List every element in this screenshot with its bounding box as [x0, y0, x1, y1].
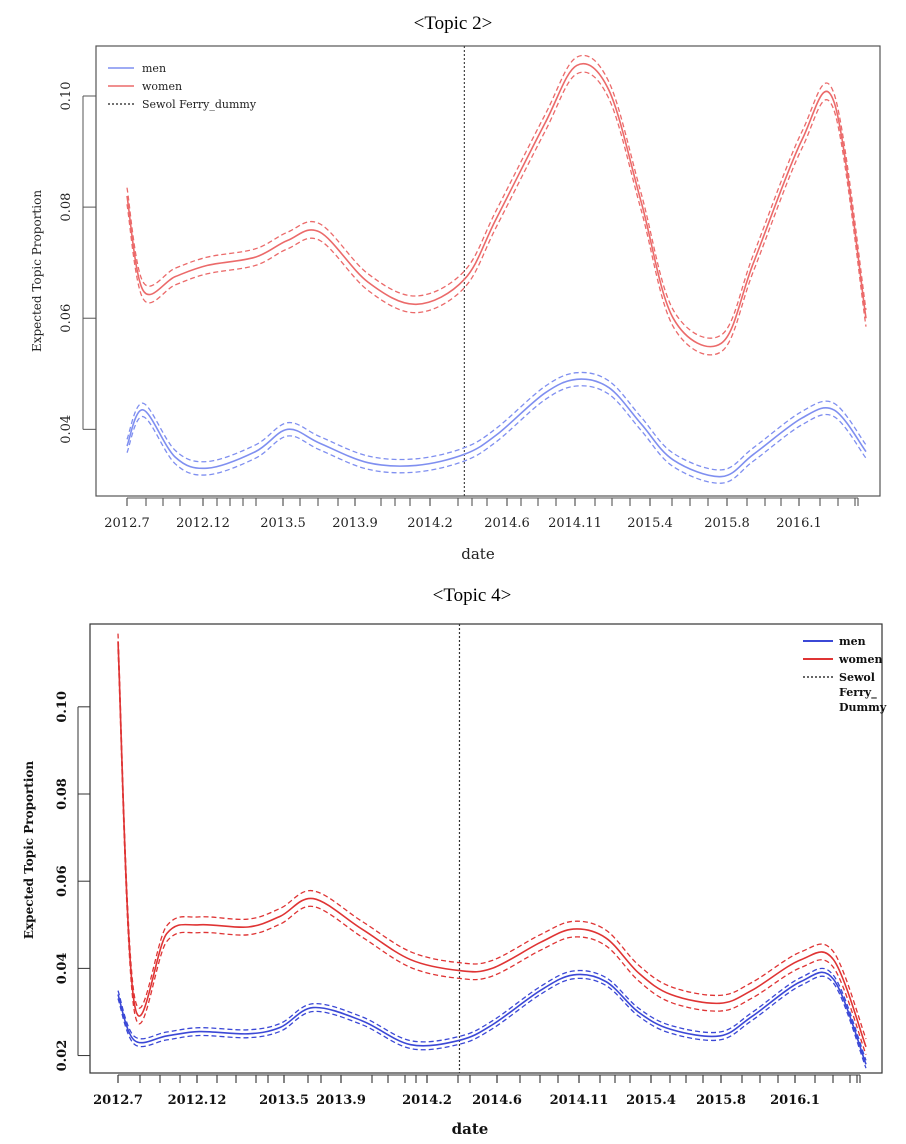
topic2-legend: men women Sewol Ferry_dummy — [108, 62, 257, 111]
topic2-legend-women-label: women — [142, 80, 182, 93]
topic4-y-tick-label: 0.02 — [55, 1040, 70, 1072]
topic2-y-tick-label: 0.06 — [59, 304, 74, 333]
topic4-x-tick-label: 2014.2 — [402, 1093, 452, 1108]
topic2-series-group — [126, 46, 867, 496]
topic4-x-axis-label: date — [452, 1120, 489, 1138]
topic2-x-tick-label: 2012.7 — [104, 516, 150, 531]
topic4-men-line — [117, 971, 867, 1065]
topic2-men-ci-lower — [126, 385, 867, 484]
topic2-y-axis: 0.04 0.06 0.08 0.10 — [59, 82, 96, 444]
topic2-men-line — [126, 378, 867, 478]
topic2-women-ci-upper — [126, 54, 867, 339]
topic2-x-axis-label: date — [461, 545, 495, 563]
topic4-x-tick-label: 2013.9 — [316, 1093, 366, 1108]
topic2-x-tick-label: 2014.11 — [548, 516, 602, 531]
topic4-men-ci-upper — [117, 967, 867, 1061]
topic2-y-tick-label: 0.08 — [59, 193, 74, 222]
topic2-y-tick-label: 0.10 — [59, 82, 74, 111]
topic4-x-axis: 2012.7 2012.12 2013.5 2013.9 2014.2 2014.6 201… — [93, 1074, 861, 1108]
topic4-title: <Topic 4> — [433, 585, 512, 606]
topic4-x-tick-label: 2015.4 — [626, 1093, 676, 1108]
topic4-legend-dummy-label: Sewol Ferry_ Dummy — [839, 671, 887, 714]
topic4-y-tick-label: 0.08 — [55, 778, 70, 810]
topic2-x-tick-label: 2015.4 — [627, 516, 673, 531]
topic4-women-line — [117, 641, 867, 1048]
topic4-legend-women-label: women — [838, 653, 882, 666]
topic2-x-axis: 2012.7 2012.12 2013.5 2013.9 2014.2 2014.6 201… — [104, 497, 859, 531]
topic4-legend-dummy-label-line: Dummy — [839, 701, 887, 714]
topic4-panel: <Topic 4> 0.020.040.060.080.10 2012.7 201… — [22, 585, 887, 1138]
topic4-y-tick-label: 0.10 — [55, 691, 70, 723]
topic4-x-tick-label: 2016.1 — [770, 1093, 820, 1108]
topic2-women-line — [126, 63, 867, 348]
topic4-y-tick-label: 0.06 — [55, 865, 70, 897]
topic4-x-tick-label: 2013.5 — [259, 1093, 309, 1108]
topic4-y-tick-label: 0.04 — [55, 953, 70, 985]
topic2-title: <Topic 2> — [414, 13, 493, 34]
topic2-x-tick-label: 2012.12 — [176, 516, 230, 531]
topic4-series-group — [117, 624, 867, 1073]
topic2-women-ci-lower — [126, 71, 867, 356]
topic4-plot-frame — [89, 623, 883, 1074]
topic2-plot-frame — [95, 45, 881, 497]
topic2-x-tick-label: 2015.8 — [704, 516, 750, 531]
topic2-x-tick-label: 2013.5 — [260, 516, 306, 531]
topic4-women-ci-upper — [117, 633, 867, 1040]
topic2-y-tick-label: 0.04 — [59, 415, 74, 444]
topic2-men-ci-upper — [126, 371, 867, 471]
topic4-y-axis-label: Expected Topic Proportion — [22, 761, 36, 940]
topic2-legend-men-label: men — [142, 62, 166, 75]
topic4-women-ci-lower — [117, 649, 867, 1055]
topic4-x-tick-label: 2015.8 — [696, 1093, 746, 1108]
topic4-legend-dummy-label-line: Ferry_ — [839, 686, 877, 700]
topic4-x-tick-label: 2014.6 — [472, 1093, 522, 1108]
topic4-legend-men-label: men — [839, 635, 866, 648]
topic4-legend: men women Sewol Ferry_ Dummy — [803, 635, 887, 714]
topic2-x-tick-label: 2014.2 — [407, 516, 453, 531]
topic2-panel: <Topic 2> 0.04 0.06 0.08 0.10 2012.7 2012.12… — [30, 13, 881, 563]
topic2-y-axis-label: Expected Topic Proportion — [30, 190, 44, 352]
topic4-legend-dummy-label-line: Sewol — [839, 671, 875, 684]
topic4-x-tick-label: 2012.7 — [93, 1093, 143, 1108]
topic2-x-tick-label: 2016.1 — [776, 516, 822, 531]
topic2-legend-dummy-label: Sewol Ferry_dummy — [142, 98, 257, 111]
topic2-x-tick-label: 2013.9 — [332, 516, 378, 531]
topic4-x-tick-label: 2012.12 — [168, 1093, 227, 1108]
topic4-y-axis: 0.02 0.04 0.06 0.08 0.10 — [55, 691, 90, 1071]
topic2-x-tick-label: 2014.6 — [484, 516, 530, 531]
topic4-x-tick-label: 2014.11 — [550, 1093, 609, 1108]
topic4-men-ci-lower — [117, 975, 867, 1069]
